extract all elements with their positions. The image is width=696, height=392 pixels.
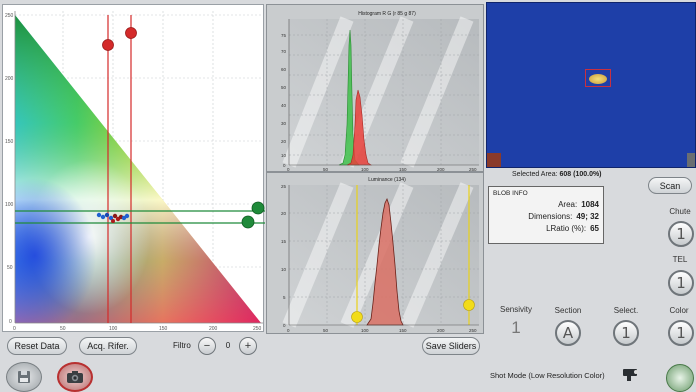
- y-tick: 70: [281, 49, 287, 54]
- x-tick: 250: [253, 326, 262, 332]
- x-tick: 150: [399, 167, 407, 172]
- x-tick: 200: [437, 167, 445, 172]
- blob-info-title: BLOB INFO: [493, 190, 528, 197]
- histogram-rgb-panel: Histogram R G (r 85 g 87) 75 70 60 50 40…: [266, 4, 484, 172]
- sensivity-value: 1: [511, 318, 521, 337]
- shot-mode-indicator[interactable]: [666, 364, 694, 392]
- blob-area-row: Area: 1084: [493, 200, 599, 209]
- x-tick: 200: [209, 326, 218, 332]
- selected-area: Selected Area: 608 (100.0%): [512, 171, 602, 178]
- filtro-label: Filtro: [173, 341, 191, 350]
- y-tick: 0: [9, 319, 12, 325]
- filtro-plus-button[interactable]: +: [239, 337, 257, 355]
- save-disk-icon[interactable]: [6, 362, 42, 392]
- red-slider-right[interactable]: [125, 15, 137, 323]
- color-triangle: [15, 15, 261, 323]
- histogram-luminance-panel: Luminance (134) 25 20 15 10 5: [266, 172, 484, 334]
- blob-info-panel: BLOB INFO Area: 1084 Dimensions: 49; 32 …: [488, 186, 604, 244]
- y-tick: 25: [281, 184, 287, 189]
- y-tick: 60: [281, 67, 287, 72]
- x-tick: 150: [159, 326, 168, 332]
- histogram-luminance-title: Luminance (134): [368, 177, 406, 183]
- yellow-slider-left[interactable]: [351, 185, 363, 325]
- y-tick: 200: [5, 76, 14, 82]
- reset-data-button[interactable]: Reset Data: [7, 337, 67, 355]
- y-tick: 250: [5, 13, 14, 19]
- y-tick: 100: [5, 202, 14, 208]
- camera-small-icon[interactable]: [622, 366, 640, 382]
- chute-button[interactable]: 1: [668, 221, 694, 247]
- x-tick: 250: [469, 328, 477, 333]
- blob-lratio-value: 65: [590, 224, 599, 233]
- x-tick: 100: [361, 167, 369, 172]
- x-tick: 150: [399, 328, 407, 333]
- histogram-rgb-title: Histogram R G (r 85 g 87): [358, 11, 416, 17]
- blob-lratio-row: LRatio (%): 65: [493, 224, 599, 233]
- y-tick: 40: [281, 103, 287, 108]
- blob-lratio-label: LRatio (%):: [546, 224, 587, 233]
- x-tick: 100: [109, 326, 118, 332]
- y-tick: 0: [283, 323, 286, 328]
- y-tick: 0: [283, 163, 286, 168]
- x-tick: 50: [60, 326, 66, 332]
- y-tick: 20: [281, 139, 287, 144]
- selected-area-value: 608 (100.0%): [559, 171, 602, 178]
- blob-dimensions-value: 49; 32: [576, 212, 599, 221]
- filtro-value: 0: [225, 341, 231, 350]
- x-tick: 0: [13, 326, 16, 332]
- scan-button[interactable]: Scan: [648, 177, 692, 194]
- camera-view[interactable]: [486, 2, 696, 168]
- x-tick: 0: [287, 167, 290, 172]
- y-tick: 10: [281, 153, 287, 158]
- histogram-red-series: [346, 89, 372, 166]
- section-label: Section: [554, 306, 582, 315]
- y-tick: 5: [283, 295, 286, 300]
- detected-blob: [585, 69, 611, 87]
- filtro-minus-button[interactable]: −: [198, 337, 216, 355]
- shot-mode-label: Shot Mode (Low Resolution Color): [490, 371, 605, 380]
- sample-points: [96, 212, 130, 223]
- yellow-slider-right[interactable]: [463, 185, 475, 325]
- blob-dimensions-label: Dimensions:: [528, 212, 573, 221]
- chute-label: Chute: [669, 207, 691, 216]
- section-button[interactable]: A: [555, 320, 581, 346]
- save-sliders-button[interactable]: Save Sliders: [422, 337, 480, 355]
- x-tick: 100: [361, 328, 369, 333]
- x-tick: 50: [323, 328, 329, 333]
- y-tick: 50: [7, 265, 13, 271]
- y-tick: 15: [281, 239, 287, 244]
- select-button[interactable]: 1: [613, 320, 639, 346]
- green-slider-handles[interactable]: [238, 200, 268, 232]
- y-tick: 75: [281, 33, 287, 38]
- x-tick: 50: [323, 167, 329, 172]
- color-button[interactable]: 1: [668, 320, 694, 346]
- x-tick: 250: [469, 167, 477, 172]
- color-triangle-plot[interactable]: 250 200 150 100 50 0 0 50 100 150 200 25…: [2, 4, 265, 332]
- blob-area-label: Area:: [558, 200, 578, 209]
- x-tick: 200: [437, 328, 445, 333]
- y-tick: 50: [281, 85, 287, 90]
- color-label: Color: [669, 306, 689, 315]
- histogram-luminance-series: [366, 197, 404, 326]
- camera-icon[interactable]: [57, 362, 93, 392]
- sensivity-label: Sensivity: [499, 305, 532, 314]
- blob-dimensions-row: Dimensions: 49; 32: [493, 212, 599, 221]
- y-tick: 10: [281, 267, 287, 272]
- blob-area-value: 1084: [581, 200, 599, 209]
- tel-button[interactable]: 1: [668, 270, 694, 296]
- selected-area-label: Selected Area:: [512, 171, 558, 178]
- select-label: Select.: [613, 306, 639, 315]
- view-corner-thumb: [487, 153, 501, 167]
- y-tick: 20: [281, 211, 287, 216]
- tel-label: TEL: [672, 255, 688, 264]
- red-slider-left[interactable]: [102, 15, 114, 323]
- x-tick: 0: [287, 328, 290, 333]
- view-corner-thumb: [687, 153, 695, 167]
- y-tick: 150: [5, 139, 14, 145]
- y-tick: 30: [281, 121, 287, 126]
- acq-rifer-button[interactable]: Acq. Rifer.: [79, 337, 137, 355]
